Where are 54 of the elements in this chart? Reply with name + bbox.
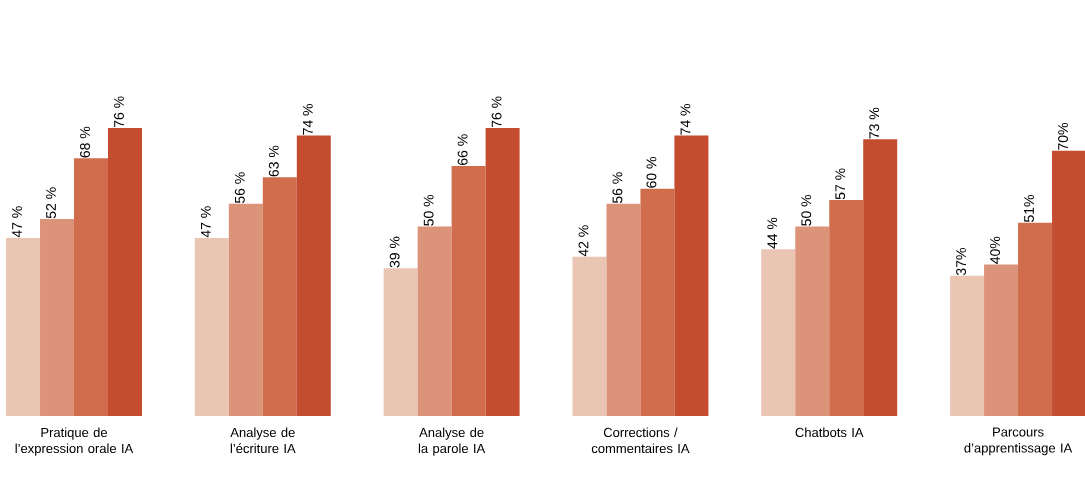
data-label: 47 % [200,206,211,238]
bar [228,203,263,416]
x-tick-label: Pratique de l’expression orale IA [15,427,134,456]
data-label: 44 % [767,217,778,249]
bar [485,128,520,416]
data-label: 66 % [457,134,468,165]
x-tick-label: Parcours d’apprentissage IA [964,427,1073,456]
data-label: 76 % [491,96,502,128]
bar [6,237,41,416]
bar [107,128,142,416]
data-label: 76 % [114,96,124,128]
data-label: 39 % [389,236,400,268]
data-label: 56 % [612,172,623,204]
bar [640,188,675,416]
bar [984,264,1019,416]
data-label: 50 % [423,194,434,226]
x-tick-label: Chatbots IA [795,427,864,438]
data-label: 70% [1058,123,1068,150]
data-label: 74 % [302,103,313,135]
bar [950,275,985,416]
data-label: 73 % [869,107,880,139]
data-label: 60 % [646,157,657,188]
bar [572,256,607,416]
data-label: 42 % [578,225,589,257]
data-label: 63 % [268,145,279,177]
bar [194,237,229,416]
data-label: 56 % [234,172,245,204]
data-label: 52 % [46,187,56,219]
data-label: 40% [990,236,1001,264]
bar [383,268,418,416]
x-tick-label: Analyse de l’écriture IA [230,427,296,454]
data-label: 68 % [80,126,90,158]
data-label: 74 % [680,103,691,135]
data-label: 37% [956,248,967,276]
bar [761,249,796,416]
bar [1052,150,1085,416]
data-label: 51% [1024,195,1034,222]
bar [863,139,898,416]
bar [1018,222,1053,416]
data-label: 47 % [12,206,22,238]
bar [674,135,709,416]
data-label: 50 % [801,194,812,226]
bar [74,158,108,416]
bar [40,218,74,416]
x-tick-label: Analyse de la parole IA [418,427,486,456]
bar [262,177,297,416]
bar [451,165,486,416]
data-label: 57 % [835,168,846,200]
bar [417,226,452,416]
bar [296,135,331,416]
x-tick-label: Corrections / commentaires IA [591,427,690,454]
bar [795,226,830,416]
bar [606,203,641,416]
bar [829,200,864,416]
